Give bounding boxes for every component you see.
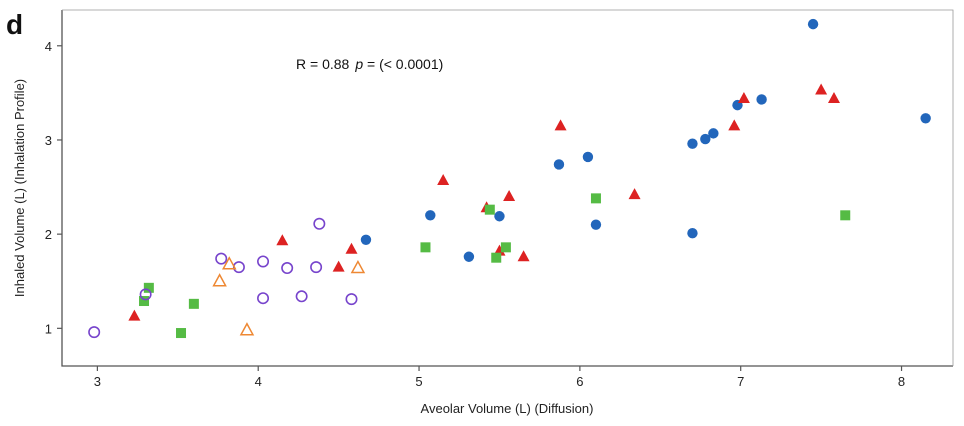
data-point-circle-open — [215, 252, 228, 265]
data-point-triangle-filled — [737, 92, 750, 104]
axis-frame — [61, 10, 953, 367]
data-point-triangle-filled — [628, 188, 641, 200]
x-tick-label: 3 — [94, 374, 101, 389]
data-point-square-filled — [491, 252, 502, 263]
y-axis: 1 2 3 4 — [45, 39, 62, 336]
data-point-triangle-filled — [728, 119, 741, 131]
x-tick-label: 8 — [898, 374, 905, 389]
data-point-triangle-filled — [517, 250, 530, 262]
data-point-square-filled — [420, 242, 431, 253]
data-point-triangle-filled — [554, 119, 567, 131]
data-point-circle-filled — [360, 234, 372, 245]
p-value-text: = (< 0.0001) — [363, 56, 443, 72]
data-point-triangle-filled — [815, 83, 828, 95]
y-tick-label: 1 — [45, 321, 52, 336]
panel-label: d — [6, 9, 23, 40]
data-point-square-filled — [176, 328, 187, 339]
y-tick-label: 2 — [45, 227, 52, 242]
data-point-triangle-open — [350, 259, 366, 274]
x-tick-label: 7 — [737, 374, 744, 389]
y-tick-label: 4 — [45, 39, 52, 54]
data-point-circle-filled — [590, 219, 602, 230]
data-point-circle-filled — [807, 18, 819, 30]
data-point-circle-filled — [700, 133, 711, 145]
data-point-triangle-filled — [345, 242, 358, 254]
data-point-circle-open — [281, 262, 294, 275]
data-point-square-filled — [139, 296, 150, 307]
data-point-square-filled — [484, 204, 495, 215]
data-point-circle-open — [345, 293, 358, 306]
data-point-circle-filled — [708, 128, 719, 139]
data-point-circle-open — [232, 261, 245, 274]
data-point-triangle-open — [212, 273, 227, 287]
data-point-circle-filled — [687, 138, 698, 149]
x-tick-label: 6 — [576, 374, 583, 389]
data-point-circle-filled — [582, 151, 594, 163]
r-value-text: R = 0.88 — [296, 56, 350, 72]
y-axis-title: Inhaled Volume (L) (Inhalation Profile) — [12, 79, 27, 297]
data-point-circle-filled — [463, 251, 475, 262]
data-point-circle-open — [139, 288, 152, 301]
x-tick-label: 5 — [415, 374, 422, 389]
y-tick-label: 3 — [45, 133, 52, 148]
data-point-circle-filled — [425, 210, 436, 221]
data-point-circle-open — [295, 290, 308, 303]
data-point-circle-filled — [494, 211, 505, 222]
data-point-circle-filled — [553, 159, 565, 170]
data-point-square-filled — [143, 282, 154, 293]
x-axis: 3 4 5 6 7 8 — [94, 366, 905, 389]
data-point-square-filled — [590, 193, 601, 204]
data-point-triangle-filled — [128, 309, 141, 321]
data-point-triangle-open — [239, 322, 255, 336]
data-point-circle-open — [310, 261, 323, 274]
data-point-triangle-filled — [276, 234, 289, 246]
data-point-triangle-open — [222, 256, 237, 270]
x-tick-label: 4 — [255, 374, 262, 389]
data-point-triangle-filled — [503, 189, 516, 201]
data-point-circle-filled — [687, 228, 698, 239]
plot-border — [62, 9, 954, 366]
data-point-circle-open — [88, 326, 101, 339]
data-point-square-filled — [188, 298, 199, 309]
correlation-annotation: R = 0.88 p = (< 0.0001) — [296, 56, 443, 72]
data-point-circle-open — [257, 292, 270, 305]
data-point-square-filled — [840, 210, 851, 221]
data-point-circle-open — [257, 255, 270, 268]
p-symbol-text: p — [354, 56, 363, 72]
data-point-triangle-filled — [827, 92, 840, 104]
x-axis-title: Aveolar Volume (L) (Diffusion) — [421, 401, 594, 416]
data-points — [88, 18, 931, 339]
data-point-triangle-filled — [437, 173, 450, 185]
data-point-circle-filled — [920, 113, 931, 124]
data-point-triangle-filled — [332, 260, 345, 272]
data-point-circle-open — [313, 217, 326, 230]
data-point-circle-filled — [756, 94, 767, 105]
data-point-square-filled — [500, 242, 511, 253]
